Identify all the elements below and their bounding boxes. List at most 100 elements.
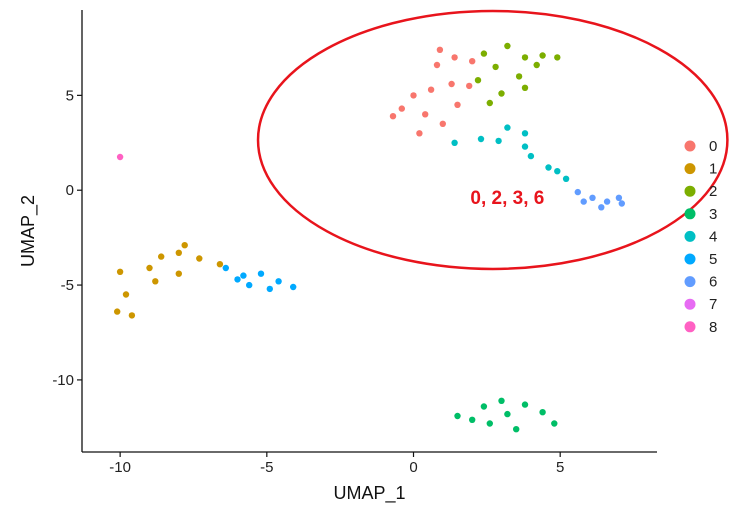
- cluster-4-point-9: [495, 137, 502, 145]
- cluster-2-point-10: [539, 52, 546, 59]
- cluster-0-point-1: [451, 54, 458, 61]
- cluster-0-point-7: [422, 111, 429, 118]
- x-tick-label: 5: [556, 459, 564, 476]
- cluster-1-point-7: [181, 242, 188, 249]
- legend: 0 1 2 3 4 5 6 7 8: [684, 138, 717, 336]
- cluster-4-point-7: [521, 143, 529, 150]
- cluster-1-point-4: [146, 264, 153, 272]
- cluster-3-point-1: [480, 403, 488, 410]
- cluster-2-point-11: [554, 54, 561, 61]
- cluster-0-point-9: [389, 113, 397, 120]
- cluster-4-point-5: [545, 164, 552, 171]
- cluster-0-point-5: [448, 80, 455, 88]
- cluster-5-point-0: [222, 264, 229, 272]
- legend-label-7: 7: [709, 296, 717, 313]
- x-tick-label: 0: [409, 459, 417, 476]
- cluster-2-point-5: [533, 61, 540, 69]
- axes-layer: -10 -5 0 5 5 0 -5 -10 UMAP_1 UMAP_2: [18, 10, 657, 504]
- cluster-4-point-3: [521, 130, 529, 137]
- cluster-3-point-5: [551, 420, 558, 427]
- cluster-1-point-10: [152, 278, 159, 285]
- cluster-3-point-9: [504, 410, 511, 418]
- x-tick-label: -10: [109, 459, 131, 476]
- cluster-5-point-6: [266, 285, 273, 293]
- cluster-4-point-1: [477, 135, 485, 143]
- cluster-0-point-8: [439, 120, 446, 128]
- legend-key-7: [684, 298, 696, 310]
- cluster-0-point-11: [454, 101, 461, 109]
- cluster-6-point-3: [618, 200, 625, 207]
- cluster-0-point-3: [410, 92, 417, 99]
- cluster-2-point-3: [492, 63, 499, 71]
- legend-label-0: 0: [709, 138, 717, 155]
- legend-label-4: 4: [709, 228, 717, 245]
- cluster-1-point-5: [158, 253, 165, 260]
- cluster-6-point-6: [615, 194, 623, 201]
- cluster-2-point-8: [521, 84, 529, 92]
- cluster-5-point-7: [234, 276, 241, 283]
- cluster-6-point-0: [574, 188, 581, 196]
- cluster-2-point-4: [515, 73, 523, 80]
- y-tick-label: 5: [66, 87, 74, 104]
- points-layer: [114, 42, 625, 433]
- cluster-3-point-7: [486, 420, 493, 427]
- legend-label-2: 2: [709, 183, 717, 200]
- cluster-4-point-0: [451, 139, 458, 146]
- y-tick-label: -10: [52, 372, 74, 389]
- cluster-1-point-11: [175, 270, 182, 277]
- cluster-1-point-2: [114, 308, 121, 315]
- cluster-3-point-6: [513, 426, 520, 433]
- cluster-3-point-0: [454, 412, 461, 420]
- cluster-0-point-2: [469, 58, 476, 65]
- cluster-2-point-7: [498, 90, 505, 97]
- cluster-1-point-8: [196, 255, 203, 262]
- cluster-4-point-4: [527, 152, 535, 160]
- legend-key-2: [684, 185, 696, 197]
- cluster-0-point-6: [398, 105, 405, 112]
- cluster-8-point-0: [116, 153, 124, 161]
- y-ticks: 5 0 -5 -10: [52, 87, 82, 389]
- cluster-3-point-8: [469, 416, 476, 423]
- cluster-0-point-13: [436, 46, 444, 53]
- legend-label-6: 6: [709, 274, 717, 291]
- cluster-1-point-0: [116, 268, 124, 275]
- cluster-4-point-2: [504, 124, 511, 131]
- cluster-1-point-1: [122, 291, 130, 298]
- legend-key-4: [684, 230, 696, 242]
- legend-key-1: [684, 163, 696, 175]
- y-tick-label: 0: [66, 182, 74, 199]
- cluster-5-point-4: [290, 283, 297, 291]
- x-ticks: -10 -5 0 5: [109, 452, 564, 476]
- y-tick-label: -5: [61, 277, 74, 294]
- cluster-3-point-4: [539, 409, 546, 416]
- x-tick-label: -5: [260, 459, 273, 476]
- x-axis-title: UMAP_1: [333, 483, 405, 504]
- cluster-2-point-9: [486, 99, 493, 107]
- cluster-6-point-2: [603, 198, 611, 205]
- legend-key-8: [684, 321, 696, 333]
- cluster-0-point-12: [466, 82, 473, 90]
- cluster-2-point-0: [480, 50, 488, 57]
- cluster-3-point-3: [521, 401, 529, 408]
- legend-label-5: 5: [709, 251, 717, 268]
- y-axis-title: UMAP_2: [18, 195, 39, 267]
- cluster-0-point-4: [427, 86, 435, 93]
- cluster-5-point-5: [246, 281, 253, 289]
- legend-key-5: [684, 253, 696, 265]
- cluster-2-point-6: [474, 77, 482, 84]
- cluster-6-point-5: [598, 204, 605, 211]
- highlight-ellipse: [256, 9, 729, 271]
- legend-label-8: 8: [709, 319, 717, 336]
- cluster-2-point-2: [521, 54, 529, 61]
- cluster-4-point-6: [562, 175, 570, 182]
- cluster-1-point-3: [128, 312, 136, 319]
- legend-key-6: [684, 276, 696, 288]
- cluster-1-point-6: [175, 249, 182, 256]
- cluster-5-point-2: [257, 270, 265, 277]
- legend-label-1: 1: [709, 161, 717, 178]
- legend-key-3: [684, 208, 696, 220]
- cluster-0-point-10: [416, 130, 423, 137]
- highlight-layer: 0, 2, 3, 6: [256, 9, 729, 271]
